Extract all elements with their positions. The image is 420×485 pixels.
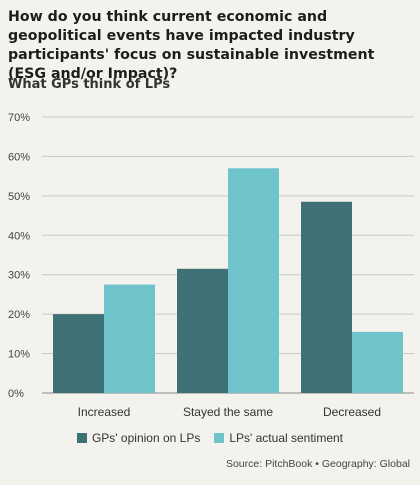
y-tick-label: 50% xyxy=(8,191,30,203)
legend-item-gp: GPs' opinion on LPs xyxy=(76,431,201,445)
source-note: Source: PitchBook • Geography: Global xyxy=(225,458,410,470)
chart-subtitle: What GPs think of LPs xyxy=(8,77,171,92)
legend-swatch-gp xyxy=(76,433,87,443)
y-tick-label: 30% xyxy=(8,270,30,282)
chart-title: How do you think current economic and ge… xyxy=(8,9,375,82)
legend-item-lp: LPs' actual sentiment xyxy=(214,431,343,445)
legend-label-lp: LPs' actual sentiment xyxy=(229,431,344,445)
legend: GPs' opinion on LPs LPs' actual sentimen… xyxy=(0,431,420,445)
bar-lp-stayed-the-same xyxy=(228,168,279,393)
y-tick-label: 0% xyxy=(8,388,24,400)
y-tick-label: 20% xyxy=(8,309,30,321)
x-category-label: Decreased xyxy=(323,405,381,419)
y-tick-label: 60% xyxy=(8,151,30,163)
bar-gp-increased xyxy=(53,314,104,393)
bar-gp-decreased xyxy=(301,201,352,393)
y-tick-label: 10% xyxy=(8,349,30,361)
bar-lp-decreased xyxy=(352,331,403,393)
x-category-label: Increased xyxy=(78,405,131,419)
bar-lp-increased xyxy=(104,284,155,393)
bar-gp-stayed-the-same xyxy=(177,268,228,393)
x-category-label: Stayed the same xyxy=(183,405,273,419)
y-tick-label: 40% xyxy=(8,230,30,242)
y-tick-label: 70% xyxy=(8,112,30,124)
legend-label-gp: GPs' opinion on LPs xyxy=(91,431,201,445)
legend-swatch-lp xyxy=(214,433,225,443)
